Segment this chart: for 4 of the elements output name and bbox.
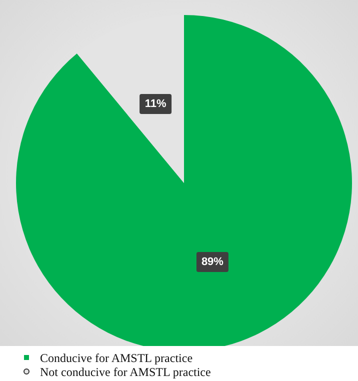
data-label: 11% [144, 98, 166, 110]
legend-label: Not conducive for AMSTL practice [40, 365, 211, 379]
data-label: 89% [201, 256, 224, 268]
legend-label: Conducive for AMSTL practice [40, 351, 193, 365]
